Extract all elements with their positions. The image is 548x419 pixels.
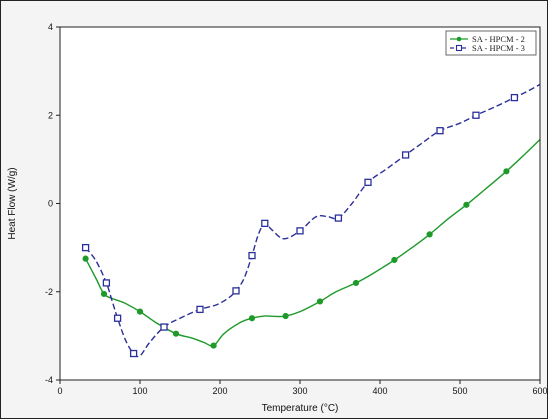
y-tick-label: -2 [45,287,53,297]
series-2-point [102,279,111,287]
series-2-point [113,314,122,322]
series-2-point [296,227,304,235]
series-1-point [136,308,144,315]
series-layer [81,83,541,358]
x-tick-label: 0 [57,386,62,396]
series-1-point [503,168,510,175]
x-tick-label: 200 [212,386,227,396]
x-tick-label: 400 [372,386,387,396]
series-2-point [334,214,343,222]
series-2-point [436,127,444,135]
series-2-point [510,93,519,102]
x-tick-label: 600 [532,386,547,396]
axis-ticks: 0 100 200 300 400 500 600 4 2 0 -2 -4 [45,22,548,396]
x-axis-title: Temperature (°C) [262,403,339,414]
series-1-point [426,231,433,238]
series-1-point [100,290,108,298]
y-tick-label: 4 [48,22,53,32]
legend-marker-series-2 [455,44,463,52]
legend-marker-series-1 [456,36,462,42]
series-2-point [196,305,204,314]
y-tick-label: 2 [48,110,53,120]
legend: SA - HPCM - 2 SA - HPCM - 3 [445,30,537,56]
x-tick-label: 100 [132,386,147,396]
series-1-point [463,201,470,208]
series-2-point [401,151,410,159]
series-1-point [282,312,289,320]
series-2-point [248,251,256,260]
legend-label-series-1: SA - HPCM - 2 [472,34,525,44]
series-2-point [472,111,480,119]
series-2-point [129,349,138,358]
series-2-point [364,178,372,186]
series-1-point [210,342,217,349]
plot-area [60,27,540,380]
series-1-point [352,279,360,287]
series-1-point [316,298,324,305]
series-1-point [248,315,256,322]
series-1-point [172,330,180,337]
series-2-point [232,287,240,295]
series-2-point [261,219,269,228]
y-tick-label: -4 [45,375,53,385]
x-tick-label: 500 [452,386,467,396]
x-tick-label: 300 [292,386,307,396]
series-2-point [160,323,168,331]
legend-label-series-2: SA - HPCM - 3 [472,43,525,53]
series-2-point [81,243,90,252]
y-tick-label: 0 [48,199,53,209]
series-1-point [82,255,89,262]
series-1-point [391,256,398,264]
y-axis-title: Heat Flow (W/g) [7,167,18,239]
